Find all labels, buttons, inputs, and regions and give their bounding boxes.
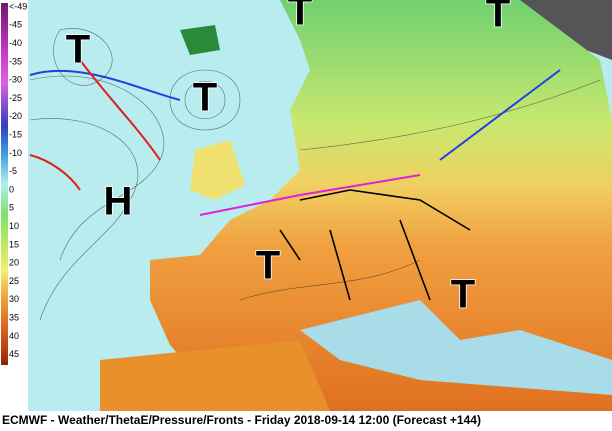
iceland [180,25,220,55]
front [29,154,81,191]
colorbar-label: 45 [9,349,19,359]
colorbar-label: -20 [9,111,22,121]
colorbar-label: 15 [9,239,19,249]
africa-land [100,340,330,411]
front [439,69,561,161]
colorbar-label: 5 [9,203,14,213]
map [28,0,612,411]
colorbar-label: 30 [9,294,19,304]
colorbar-label: <-49 [9,1,27,11]
colorbar-label: 0 [9,184,14,194]
low-label: T [193,76,217,120]
high-label: H [104,180,133,224]
front [29,70,181,101]
pressure-labels: T T T T T T H [65,0,511,317]
colorbar-label: 25 [9,276,19,286]
colorbar-label: -5 [9,166,17,176]
low-label: T [66,28,90,72]
colorbar-label: 20 [9,258,19,268]
colorbar-label: -25 [9,93,22,103]
low-label: T [288,0,312,34]
colorbar-labels: <-49 -45 -40 -35 -30 -25 -20 -15 -10 -5 0 5 10 15 20 25… [9,1,27,359]
front [199,174,421,216]
europe-land [150,0,612,411]
footer-text: ECMWF - Weather/ThetaE/Pressure/Fronts -… [2,413,481,427]
colorbar-label: -40 [9,38,22,48]
colorbar-label: 35 [9,312,19,322]
low-label: T [256,244,280,288]
britain [190,140,245,200]
low-label: T [451,273,475,317]
colorbar-label: -10 [9,148,22,158]
front [79,59,161,161]
colorbar-label: -15 [9,129,22,139]
colorbar [1,3,8,365]
colorbar-label: 10 [9,221,19,231]
colorbar-label: -35 [9,56,22,66]
colorbar-label: -45 [9,20,22,30]
no-data [520,0,612,60]
mediterranean [300,300,612,395]
low-label: T [486,0,510,36]
colorbar-label: 40 [9,331,19,341]
footer-bg [0,411,612,431]
colorbar-label: -30 [9,75,22,85]
